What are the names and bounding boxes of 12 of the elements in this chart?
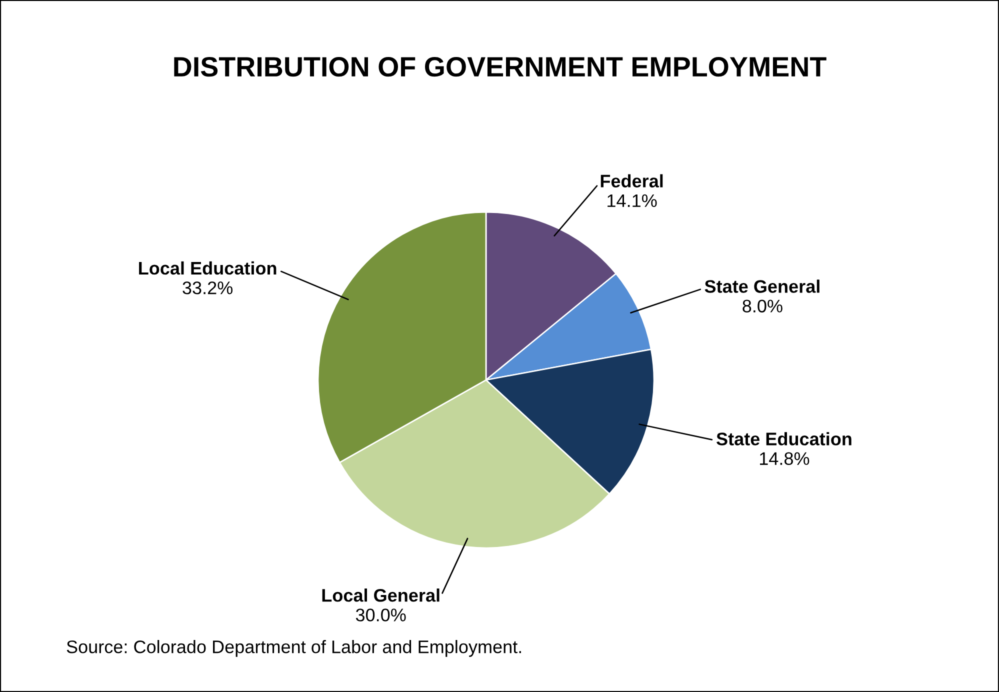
data-label: 14.8%	[760, 452, 810, 465]
data-label: 14.1%	[608, 194, 657, 208]
slice-label: Local Education	[139, 261, 276, 275]
slice-label: State General	[704, 280, 820, 293]
source-note: Source: Colorado Department of Labor and Employment.	[66, 640, 522, 657]
chart-title: DISTRIBUTION OF GOVERNMENT EMPLOYMENT	[174, 56, 826, 77]
data-label: 33.2%	[182, 281, 233, 294]
slice-label: Federal	[600, 174, 663, 188]
data-label: 30.0%	[356, 608, 406, 622]
data-label: 8.0%	[742, 300, 782, 312]
slice-label: Local General	[322, 588, 440, 602]
slice-label: State Education	[716, 432, 852, 446]
